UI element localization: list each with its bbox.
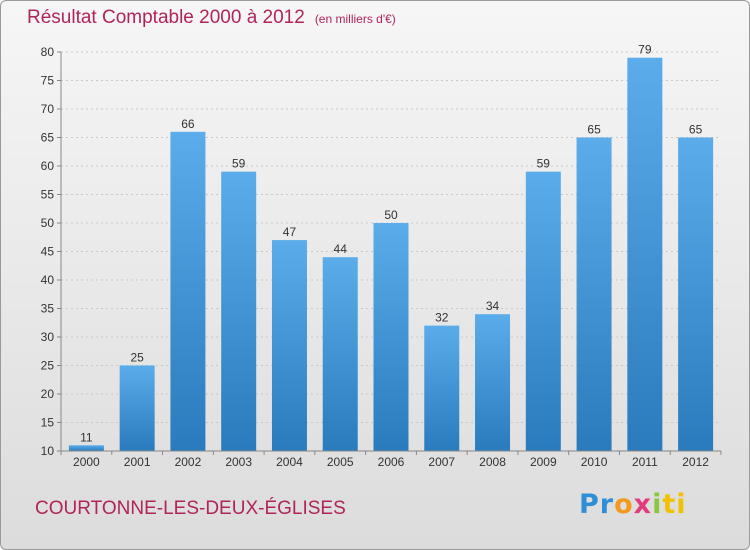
data-label: 65 xyxy=(587,123,601,137)
x-tick-label: 2007 xyxy=(428,455,455,469)
y-tick-label: 45 xyxy=(41,245,55,259)
x-tick-label: 2011 xyxy=(632,455,658,469)
x-tick-label: 2009 xyxy=(530,455,557,469)
bar xyxy=(627,57,663,451)
y-tick-label: 20 xyxy=(41,387,55,401)
bar xyxy=(525,171,561,451)
x-tick-label: 2005 xyxy=(327,455,354,469)
logo-part-5: ti xyxy=(662,489,687,520)
x-tick-label: 2000 xyxy=(73,455,100,469)
data-label: 66 xyxy=(181,117,195,131)
bar xyxy=(119,365,155,451)
x-axis: 2000 2001 2002 2003 2004 2005 2006 2007 2008 2009… xyxy=(60,450,722,469)
bar xyxy=(68,445,104,451)
y-tick-label: 70 xyxy=(41,102,55,116)
y-tick-label: 60 xyxy=(41,159,55,173)
x-tick-label: 2002 xyxy=(175,455,202,469)
chart-title: Résultat Comptable 2000 à 2012 (en millie… xyxy=(27,7,396,29)
bar xyxy=(678,137,714,451)
y-tick-label: 15 xyxy=(41,416,55,430)
chart-title-text: Résultat Comptable 2000 à 2012 xyxy=(27,7,305,28)
bars: 11 25 66 59 47 44 50 32 34 59 65 79 65 xyxy=(68,43,714,452)
bar xyxy=(475,314,511,451)
bar xyxy=(576,137,612,451)
x-tick-label: 2010 xyxy=(581,455,608,469)
data-label: 79 xyxy=(638,43,652,57)
y-tick-label: 30 xyxy=(41,330,55,344)
logo-part-2: o xyxy=(614,489,634,520)
y-tick-label: 10 xyxy=(41,444,55,458)
y-tick-label: 65 xyxy=(41,131,55,145)
chart-unit: (en milliers d'€) xyxy=(314,12,396,26)
data-label: 11 xyxy=(80,430,93,444)
bar xyxy=(322,257,358,451)
proxiti-logo[interactable]: Proxiti xyxy=(579,489,687,520)
data-label: 32 xyxy=(435,311,449,325)
y-tick-label: 50 xyxy=(41,216,55,230)
data-label: 25 xyxy=(130,351,144,365)
y-tick-label: 35 xyxy=(41,302,55,316)
logo-part-3: x xyxy=(633,489,653,520)
data-label: 59 xyxy=(232,157,246,171)
commune-name: COURTONNE-LES-DEUX-ÉGLISES xyxy=(35,498,346,519)
x-tick-label: 2008 xyxy=(479,455,506,469)
data-label: 50 xyxy=(384,208,398,222)
y-tick-label: 75 xyxy=(41,74,55,88)
data-label: 65 xyxy=(689,123,703,137)
data-label: 34 xyxy=(486,299,500,313)
x-tick-label: 2006 xyxy=(378,455,405,469)
y-tick-label: 40 xyxy=(41,273,55,287)
x-tick-label: 2012 xyxy=(682,455,709,469)
x-tick-label: 2003 xyxy=(225,455,252,469)
logo-part-1: Pr xyxy=(579,489,615,520)
x-tick-label: 2001 xyxy=(124,455,151,469)
bar xyxy=(373,223,409,451)
bar xyxy=(221,171,257,451)
data-label: 47 xyxy=(283,225,297,239)
bar xyxy=(424,325,460,451)
y-tick-label: 25 xyxy=(41,359,55,373)
data-label: 59 xyxy=(537,157,551,171)
y-tick-label: 55 xyxy=(41,188,55,202)
logo-part-4: i xyxy=(652,489,663,520)
y-tick-label: 80 xyxy=(41,45,55,59)
bar xyxy=(170,131,206,452)
y-axis: 10 15 20 25 30 35 40 45 50 55 60 65 70 75 80 xyxy=(41,45,62,458)
bar xyxy=(271,240,307,451)
x-tick-label: 2004 xyxy=(276,455,303,469)
data-label: 44 xyxy=(334,242,348,256)
